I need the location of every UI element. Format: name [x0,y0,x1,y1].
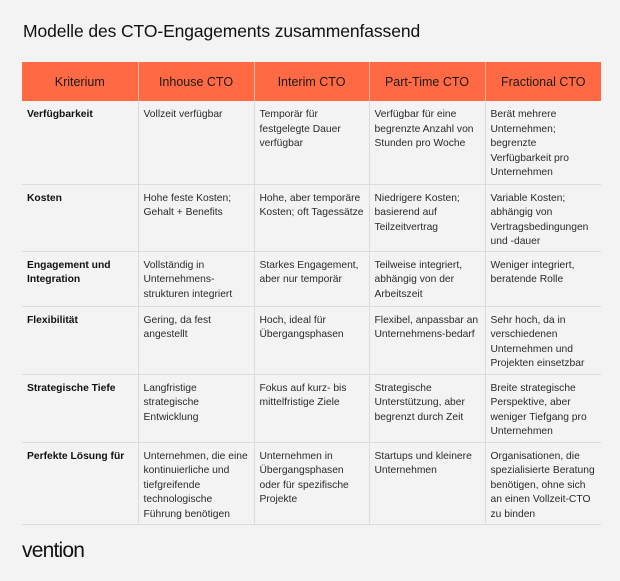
table-cell: Flexibel, anpassbar an Unternehmens-beda… [369,306,486,375]
table-cell: Sehr hoch, da in verschiedenen Unternehm… [485,306,601,375]
brand-logo: vention [22,539,85,562]
header-interim: Interim CTO [254,62,370,101]
table-cell: Gering, da fest angestellt [138,306,255,375]
header-row: Kriterium Inhouse CTO Interim CTO Part-T… [22,62,601,101]
comparison-table: Kriterium Inhouse CTO Interim CTO Part-T… [22,62,601,525]
table-cell: Hoch, ideal für Übergangsphasen [254,306,370,375]
header-fractional: Fractional CTO [485,62,601,101]
table-row: Strategische Tiefe Langfristige strategi… [22,374,601,443]
criterion-cell: Verfügbarkeit [22,101,139,185]
table-cell: Fokus auf kurz- bis mittelfristige Ziele [254,374,370,443]
criterion-cell: Strategische Tiefe [22,374,139,443]
table-cell: Berät mehrere Unternehmen; begrenzte Ver… [485,101,601,185]
table-cell: Temporär für festgelegte Dauer verfügbar [254,101,370,185]
criterion-cell: Engagement und Integration [22,251,139,307]
table-cell: Hohe feste Kosten; Gehalt + Benefits [138,184,255,252]
criterion-cell: Kosten [22,184,139,252]
table-cell: Hohe, aber temporäre Kosten; oft Tagessä… [254,184,370,252]
table-cell: Unternehmen in Übergangsphasen oder für … [254,442,370,525]
table-cell: Vollzeit verfügbar [138,101,255,185]
criterion-cell: Flexibilität [22,306,139,375]
table-cell: Verfügbar für eine begrenzte Anzahl von … [369,101,486,185]
header-kriterium: Kriterium [22,62,139,101]
table-row: Flexibilität Gering, da fest angestellt … [22,306,601,375]
table-cell: Starkes Engagement, aber nur temporär [254,251,370,307]
criterion-cell: Perfekte Lösung für [22,442,139,525]
table-cell: Weniger integriert, beratende Rolle [485,251,601,307]
table-row: Engagement und Integration Vollständig i… [22,251,601,307]
header-part-time: Part-Time CTO [369,62,486,101]
table-cell: Strategische Unterstützung, aber begrenz… [369,374,486,443]
header-inhouse: Inhouse CTO [138,62,255,101]
table-cell: Organisationen, die spezialisierte Berat… [485,442,601,525]
table-row: Perfekte Lösung für Unternehmen, die ein… [22,442,601,525]
table-cell: Breite strategische Perspektive, aber we… [485,374,601,443]
table-cell: Unternehmen, die eine kontinuierliche un… [138,442,255,525]
table-cell: Variable Kosten; abhängig von Vertragsbe… [485,184,601,252]
table-cell: Niedrigere Kosten; basierend auf Teilzei… [369,184,486,252]
table-cell: Startups und kleinere Unternehmen [369,442,486,525]
table-cell: Vollständig in Unternehmens-strukturen i… [138,251,255,307]
table-cell: Teilweise integriert, abhängig von der A… [369,251,486,307]
table-row: Verfügbarkeit Vollzeit verfügbar Temporä… [22,101,601,185]
table-cell: Langfristige strategische Entwicklung [138,374,255,443]
page-title: Modelle des CTO-Engagements zusammenfass… [23,21,421,41]
table-row: Kosten Hohe feste Kosten; Gehalt + Benef… [22,184,601,252]
